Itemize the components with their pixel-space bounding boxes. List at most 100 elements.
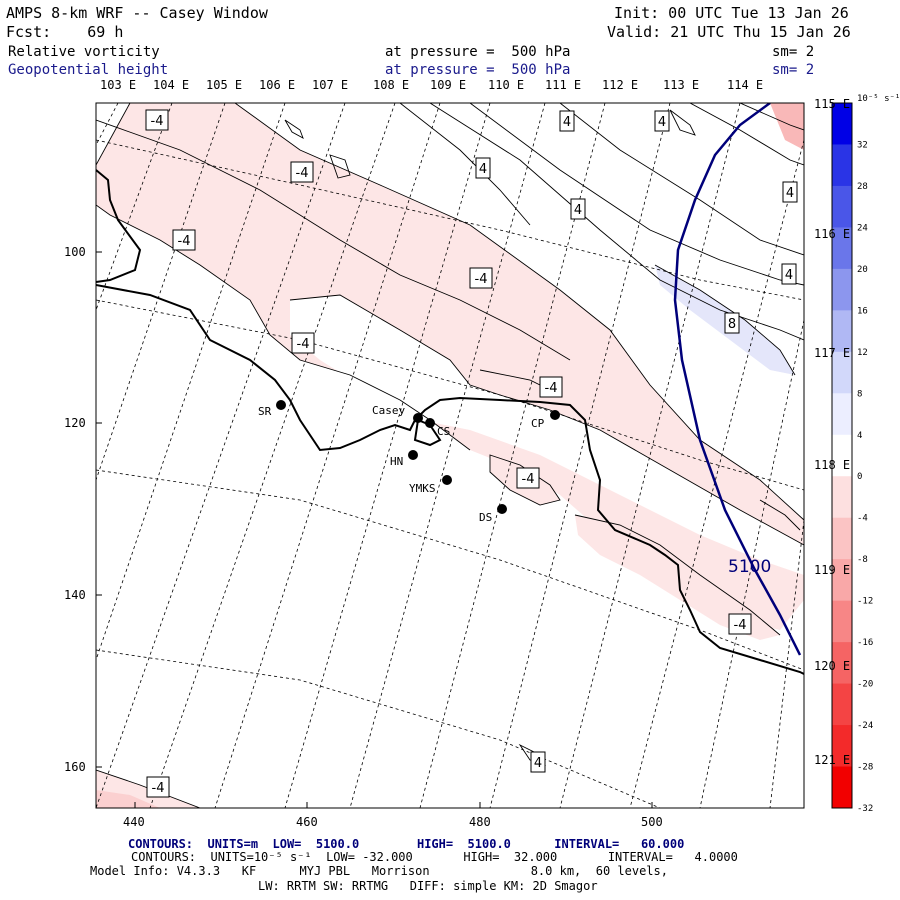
- svg-text:-4: -4: [178, 234, 191, 249]
- svg-text:4: 4: [658, 115, 666, 130]
- lon-label: 109 E: [430, 78, 467, 92]
- colorbar-label: -20: [857, 680, 873, 690]
- colorbar-swatch: [832, 683, 852, 726]
- negative-vorticity-corner: [770, 103, 804, 150]
- station-cs-marker: [425, 418, 435, 428]
- colorbar-label: 16: [857, 306, 868, 316]
- colorbar-label: 0: [857, 472, 862, 482]
- lon-label: 114 E: [727, 78, 764, 92]
- colorbar-label: -8: [857, 555, 868, 565]
- lon-label: 104 E: [153, 78, 190, 92]
- contour-label: -4: [290, 161, 314, 183]
- colorbar-label: 24: [857, 223, 868, 233]
- station-label: CP: [531, 417, 545, 430]
- contour-label: 4: [475, 157, 491, 179]
- colorbar-label: 32: [857, 140, 868, 150]
- contour-label: 4: [782, 181, 798, 203]
- contour-label: -4: [145, 109, 169, 131]
- contour-label: -4: [728, 613, 752, 635]
- svg-text:4: 4: [786, 186, 794, 201]
- colorbar-label: 4: [857, 431, 862, 441]
- plot-frame: [95, 102, 805, 809]
- grid-x-label: 440: [123, 815, 145, 829]
- lon-label-right: 116 E: [814, 227, 851, 241]
- svg-text:8: 8: [728, 317, 736, 332]
- colorbar-swatch: [832, 434, 852, 477]
- colorbar-swatch: [832, 517, 852, 560]
- colorbar-swatch: [832, 559, 852, 602]
- height-contour-label: 5100: [728, 557, 771, 577]
- contour-label: 4: [570, 198, 586, 220]
- svg-text:-4: -4: [545, 381, 558, 396]
- colorbar-swatch: [832, 393, 852, 436]
- colorbar-frame: [831, 102, 853, 809]
- station-sr-marker: [276, 400, 286, 410]
- svg-text:4: 4: [574, 203, 582, 218]
- svg-text:-4: -4: [297, 337, 310, 352]
- height-contour-5100: [673, 103, 802, 656]
- lon-label-right: 120 E: [814, 659, 851, 673]
- colorbar-swatch: [832, 600, 852, 643]
- lon-label: 103 E: [100, 78, 137, 92]
- svg-text:-4: -4: [151, 114, 164, 129]
- init-time: Init: 00 UTC Tue 13 Jan 26: [614, 4, 849, 22]
- station-cp-marker: [550, 410, 560, 420]
- lon-label-right: 118 E: [814, 458, 851, 472]
- station-casey-marker: [413, 413, 423, 423]
- contour-label: 8: [724, 312, 740, 334]
- contour-label: -4: [172, 229, 196, 251]
- station-ymks-marker: [442, 475, 452, 485]
- graticule: [96, 103, 804, 808]
- lon-label-right: 119 E: [814, 563, 851, 577]
- svg-text:4: 4: [534, 756, 542, 771]
- svg-text:-4: -4: [734, 618, 747, 633]
- colorbar-label: -12: [857, 597, 873, 607]
- colorbar-label: 12: [857, 348, 868, 358]
- contour-label: 4: [654, 110, 670, 132]
- lon-label: 112 E: [602, 78, 639, 92]
- svg-text:4: 4: [563, 115, 571, 130]
- lon-label: 110 E: [488, 78, 525, 92]
- lon-label: 108 E: [373, 78, 410, 92]
- footer-height-contours: CONTOURS: UNITS=m LOW= 5100.0 HIGH= 5100…: [128, 837, 685, 851]
- contour-label: -4: [146, 776, 170, 798]
- colorbar-swatch: [832, 766, 852, 809]
- field2-smoothing: sm= 2: [772, 62, 815, 78]
- colorbar-units: 10⁻⁵ s⁻¹: [857, 94, 900, 104]
- contour-label: -4: [469, 267, 493, 289]
- grid-x-label: 500: [641, 815, 663, 829]
- forecast-hour: Fcst: 69 h: [6, 23, 124, 41]
- svg-text:-4: -4: [152, 781, 165, 796]
- colorbar-label: 28: [857, 182, 868, 192]
- svg-text:4: 4: [785, 268, 793, 283]
- lon-label: 106 E: [259, 78, 296, 92]
- white-gap: [290, 295, 804, 575]
- grid-x-label: 480: [469, 815, 491, 829]
- lon-label: 111 E: [545, 78, 582, 92]
- contour-label: -4: [516, 467, 540, 489]
- station-label: DS: [479, 511, 492, 524]
- lon-label: 105 E: [206, 78, 243, 92]
- plot-title: AMPS 8-km WRF -- Casey Window: [6, 4, 268, 22]
- colorbar-swatch: [832, 144, 852, 187]
- colorbar-label: -4: [857, 514, 868, 524]
- footer-vorticity-contours: CONTOURS: UNITS=10⁻⁵ s⁻¹ LOW= -32.000 HI…: [131, 850, 738, 864]
- field1-smoothing: sm= 2: [772, 44, 815, 60]
- svg-text:-4: -4: [522, 472, 535, 487]
- lon-label-right: 117 E: [814, 346, 851, 360]
- lon-label: 113 E: [663, 78, 700, 92]
- station-label: Casey: [372, 404, 405, 417]
- colorbar-label: 8: [857, 389, 862, 399]
- vorticity-shading: [96, 103, 804, 808]
- colorbar-swatch: [832, 476, 852, 519]
- station-label: YMKS: [409, 482, 436, 495]
- lon-label-right: 121 E: [814, 753, 851, 767]
- negative-vorticity-patch: [96, 790, 160, 808]
- field1-level: at pressure = 500 hPa: [385, 44, 571, 60]
- colorbar-swatch: [832, 642, 852, 685]
- colorbar-label: -32: [857, 804, 873, 814]
- field2-name: Geopotential height: [8, 62, 169, 78]
- station-label: SR: [258, 405, 272, 418]
